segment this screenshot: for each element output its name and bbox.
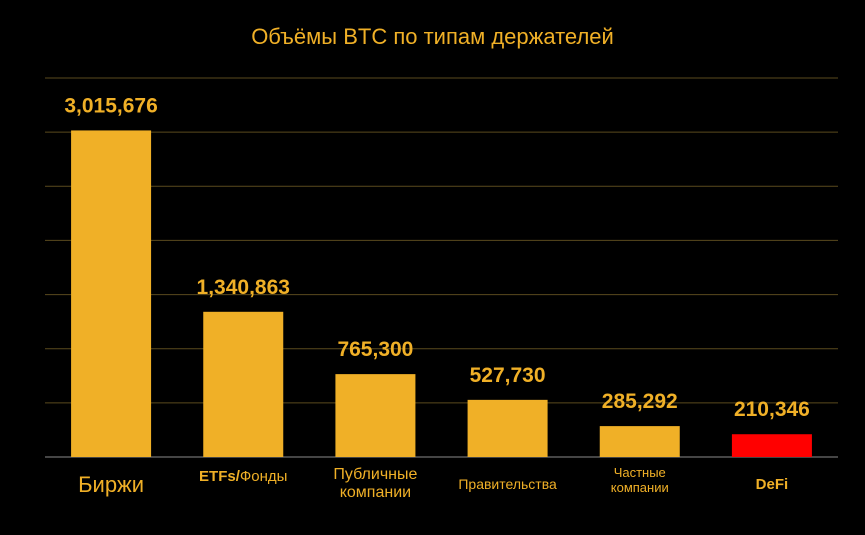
bar-3 <box>335 374 416 457</box>
bar-2 <box>203 311 284 457</box>
category-label-4: Правительства <box>458 476 557 492</box>
category-label-2: ETFs/Фонды <box>199 468 288 485</box>
bar-4 <box>467 399 548 457</box>
category-label-6: DeFi <box>755 476 789 493</box>
bar-6 <box>731 434 812 457</box>
category-label-5: Частные компании <box>610 465 669 495</box>
category-label-3: Публичные компании <box>333 466 418 502</box>
category-label-1: Биржи <box>78 472 145 497</box>
data-label-1: 3,015,676 <box>64 94 157 117</box>
data-label-3: 765,300 <box>337 338 413 361</box>
data-label-5: 285,292 <box>602 390 678 413</box>
bar-1 <box>71 130 152 457</box>
data-label-6: 210,346 <box>734 398 810 421</box>
data-label-2: 1,340,863 <box>197 276 290 299</box>
data-label-4: 527,730 <box>470 364 546 387</box>
bar-5 <box>599 426 680 457</box>
chart-title: Объёмы BTC по типам держателей <box>251 24 614 49</box>
